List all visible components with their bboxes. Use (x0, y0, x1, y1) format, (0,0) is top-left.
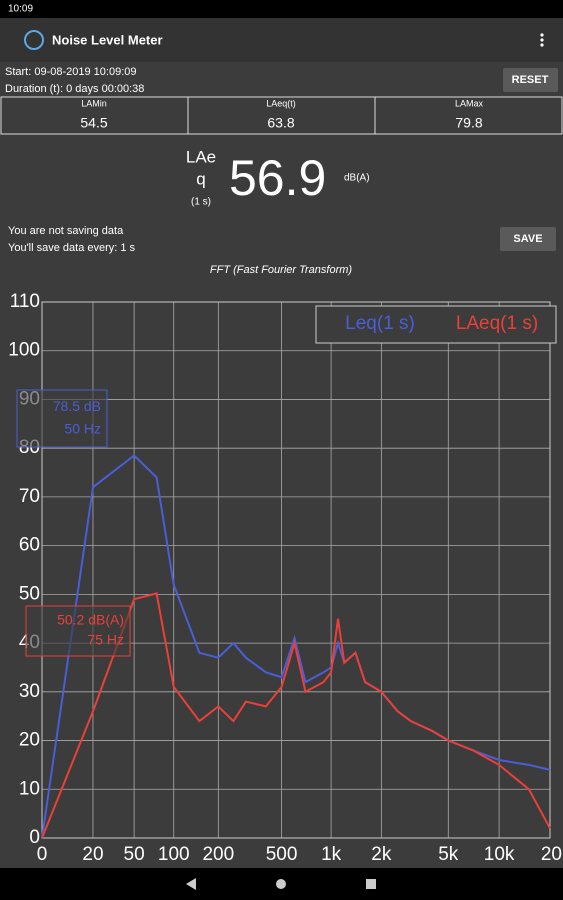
legend-box (315, 305, 557, 344)
save-label: SAVE (513, 233, 542, 245)
annotation-box (25, 605, 131, 657)
annotation-text: 50.2 dB(A) (57, 612, 124, 628)
x-tick-label: 20 (541, 844, 562, 865)
current-unit: dB(A) (344, 173, 370, 184)
duration-text: Duration (t): 0 days 00:00:38 (5, 83, 144, 95)
x-tick-label: 10k (484, 844, 515, 865)
y-tick-label: 20 (19, 730, 40, 751)
app-title: Noise Level Meter (52, 32, 163, 47)
saving-text: You'll save data every: 1 s (8, 242, 136, 254)
chart: 0102030405060708090100110020501002005001… (8, 291, 562, 865)
legend-entry: LAeq(1 s) (456, 313, 538, 334)
plot-border (41, 301, 551, 839)
y-tick-label: 60 (19, 535, 40, 556)
annotation-text: 75 Hz (87, 632, 124, 648)
x-tick-label: 0 (37, 844, 48, 865)
x-tick-label: 20 (82, 844, 103, 865)
nav-recent[interactable] (366, 879, 376, 889)
stat-label: LAeq(t) (266, 98, 296, 108)
current-label: LAe (186, 147, 216, 166)
x-tick-label: 5k (438, 844, 459, 865)
annotation-box (16, 389, 108, 448)
chart-title: FFT (Fast Fourier Transform) (210, 264, 353, 276)
reset-button[interactable] (503, 68, 558, 92)
menu-button[interactable] (540, 33, 544, 47)
x-tick-label: 2k (371, 844, 392, 865)
x-tick-label: 1k (321, 844, 342, 865)
stat-value: 79.8 (455, 115, 482, 131)
status-bar (0, 0, 563, 18)
x-tick-label: 50 (124, 844, 145, 865)
y-tick-label: 70 (19, 486, 40, 507)
reset-label: RESET (512, 74, 549, 86)
stat-value: 54.5 (80, 115, 107, 131)
save-button[interactable] (500, 227, 556, 251)
stat-label: LAMax (455, 98, 484, 108)
y-tick-label: 110 (10, 291, 40, 312)
current-label: (1 s) (191, 197, 211, 208)
status-time: 10:09 (8, 4, 33, 15)
plot-area (42, 302, 550, 838)
stats-grid (0, 96, 563, 135)
current-label: q (196, 169, 205, 188)
series-line (41, 592, 551, 839)
annotation-text: 50 Hz (64, 421, 101, 437)
y-tick-label: 0 (29, 827, 40, 848)
legend-entry: Leq(1 s) (345, 313, 415, 334)
stat-value: 63.8 (267, 115, 294, 131)
x-tick-label: 200 (202, 844, 234, 865)
annotation-text: 78.5 dB (53, 398, 101, 414)
stat-label: LAMin (81, 98, 107, 108)
app-bar (0, 18, 563, 62)
x-tick-label: 500 (266, 844, 298, 865)
x-tick-label: 100 (158, 844, 190, 865)
nav-back[interactable] (186, 878, 196, 890)
y-tick-label: 100 (8, 340, 40, 361)
nav-home[interactable] (276, 879, 286, 889)
y-tick-label: 30 (19, 681, 40, 702)
y-tick-label: 50 (19, 583, 40, 604)
start-text: Start: 09-08-2019 10:09:09 (5, 66, 136, 78)
app-icon (24, 30, 44, 50)
current-value: 56.9 (229, 150, 326, 206)
saving-text: You are not saving data (8, 225, 124, 237)
y-tick-label: 10 (19, 778, 40, 799)
